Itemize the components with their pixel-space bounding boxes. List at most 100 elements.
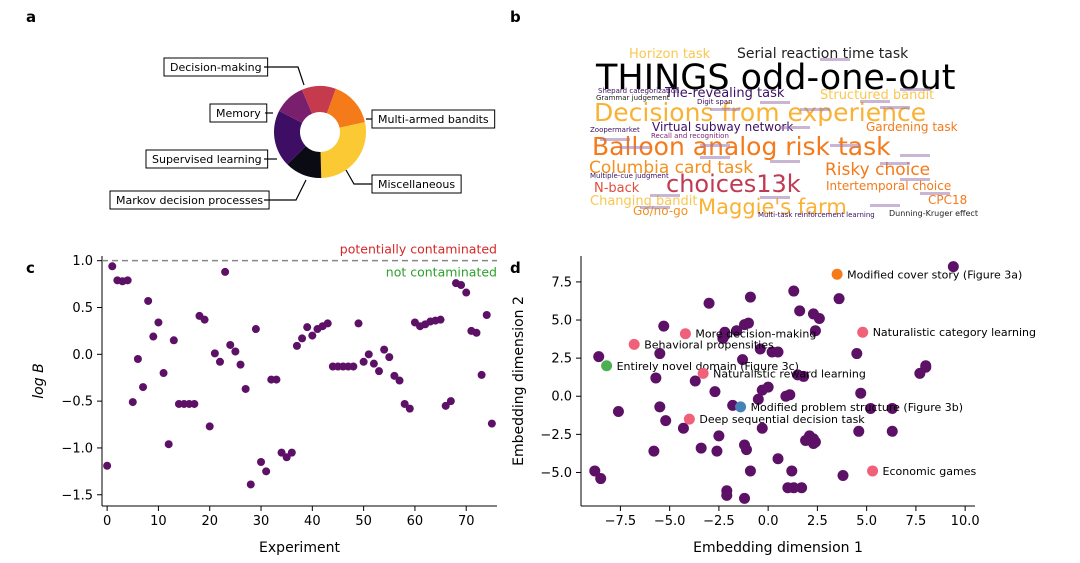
data-point xyxy=(164,440,173,449)
word-cloud-small-word xyxy=(880,106,910,109)
leader-line xyxy=(345,169,372,185)
threshold-label-below: not contaminated xyxy=(386,265,497,280)
data-point xyxy=(231,347,240,356)
data-point xyxy=(740,444,752,456)
word-cloud-small-word xyxy=(920,192,950,195)
data-point xyxy=(349,362,358,371)
data-point xyxy=(277,448,286,457)
word-cloud-small-word xyxy=(640,206,670,209)
highlighted-point xyxy=(683,413,695,425)
word-cloud-word: Digit span xyxy=(697,98,733,106)
panel-label-d: d xyxy=(510,259,521,277)
data-point xyxy=(257,457,266,466)
data-point xyxy=(154,318,163,327)
data-point xyxy=(786,465,798,477)
data-point xyxy=(677,422,689,434)
donut-slice xyxy=(326,88,365,128)
slice-label: Decision-making xyxy=(170,61,262,74)
data-point xyxy=(721,489,733,501)
x-tick-label: 20 xyxy=(201,514,218,529)
word-cloud-small-word xyxy=(870,204,900,207)
data-point xyxy=(654,348,666,360)
highlighted-point-label: Economic games xyxy=(883,465,977,478)
x-tick-label: 50 xyxy=(355,514,372,529)
slice-label: Memory xyxy=(216,107,261,120)
x-tick-label: 10 xyxy=(150,514,167,529)
y-tick-label: 0.5 xyxy=(72,301,93,316)
slice-label: Supervised learning xyxy=(152,153,262,166)
data-point xyxy=(462,288,471,297)
y-axis-label: Embedding dimension 2 xyxy=(511,296,527,466)
word-cloud-word: choices13k xyxy=(666,170,801,198)
x-axis-label: Embedding dimension 1 xyxy=(693,540,863,556)
highlighted-point-label: Naturalistic reward learning xyxy=(713,367,866,380)
data-point xyxy=(807,438,819,449)
y-tick-label: −5.0 xyxy=(540,466,572,481)
y-tick-label: 2.5 xyxy=(551,352,572,367)
data-point xyxy=(308,331,317,340)
data-point xyxy=(703,297,715,309)
data-point xyxy=(737,354,749,366)
data-point xyxy=(385,353,394,362)
x-tick-label: 10.0 xyxy=(951,514,980,529)
data-point xyxy=(855,387,867,399)
data-point xyxy=(886,402,898,414)
data-point xyxy=(251,325,260,334)
data-point xyxy=(798,370,810,382)
word-cloud-word: Dunning-Kruger effect xyxy=(889,209,978,218)
word-cloud-small-word xyxy=(880,162,910,165)
word-cloud-small-word xyxy=(710,108,740,111)
data-point xyxy=(128,398,137,407)
data-point xyxy=(205,422,214,431)
word-cloud-small-word xyxy=(770,160,800,163)
data-point xyxy=(246,480,255,489)
data-point xyxy=(369,359,378,368)
data-point xyxy=(144,296,153,305)
data-point xyxy=(756,422,768,434)
data-point xyxy=(364,350,373,359)
data-point xyxy=(482,310,491,319)
y-tick-label: 7.5 xyxy=(551,275,572,290)
data-point xyxy=(441,401,450,410)
word-cloud-small-word xyxy=(830,144,860,147)
data-point xyxy=(359,357,368,366)
data-point xyxy=(400,399,409,408)
data-point xyxy=(833,293,845,305)
data-point xyxy=(589,465,601,477)
data-point xyxy=(920,361,932,373)
donut-slice xyxy=(320,122,366,178)
word-cloud-word: Intertemporal choice xyxy=(826,179,951,193)
data-point xyxy=(837,470,849,482)
data-point xyxy=(262,467,271,476)
highlighted-point-label: Naturalistic category learning xyxy=(873,326,1036,339)
word-cloud-small-word xyxy=(600,138,630,141)
data-point xyxy=(477,370,486,379)
data-point xyxy=(865,402,877,414)
highlighted-point xyxy=(628,338,640,350)
word-cloud-word: Tile-revealing task xyxy=(664,86,785,101)
panel-label-b: b xyxy=(510,8,521,26)
data-point xyxy=(139,383,148,392)
data-point xyxy=(241,384,250,393)
data-point xyxy=(123,276,132,285)
data-point xyxy=(689,375,701,387)
data-point xyxy=(788,285,800,297)
highlighted-point-label: Modified problem structure (Figure 3b) xyxy=(751,401,964,414)
data-point xyxy=(648,445,660,457)
y-tick-label: −0.5 xyxy=(61,395,93,410)
highlighted-point-label: Entirely novel domain (Figure 3c) xyxy=(617,360,799,373)
data-point xyxy=(731,325,743,337)
word-cloud-small-word xyxy=(760,196,790,199)
data-point xyxy=(282,453,291,462)
data-point xyxy=(215,357,224,366)
y-tick-label: 0.0 xyxy=(72,348,93,363)
data-point xyxy=(739,492,751,504)
word-cloud-small-word xyxy=(700,156,730,159)
word-cloud-word: Zoopermarket xyxy=(590,126,640,134)
x-tick-label: 0 xyxy=(103,514,111,529)
highlighted-point xyxy=(735,401,747,413)
word-cloud-word: Horizon task xyxy=(629,47,711,62)
highlighted-point xyxy=(697,367,709,379)
data-point xyxy=(595,473,607,485)
slice-label: Markov decision processes xyxy=(116,194,263,207)
